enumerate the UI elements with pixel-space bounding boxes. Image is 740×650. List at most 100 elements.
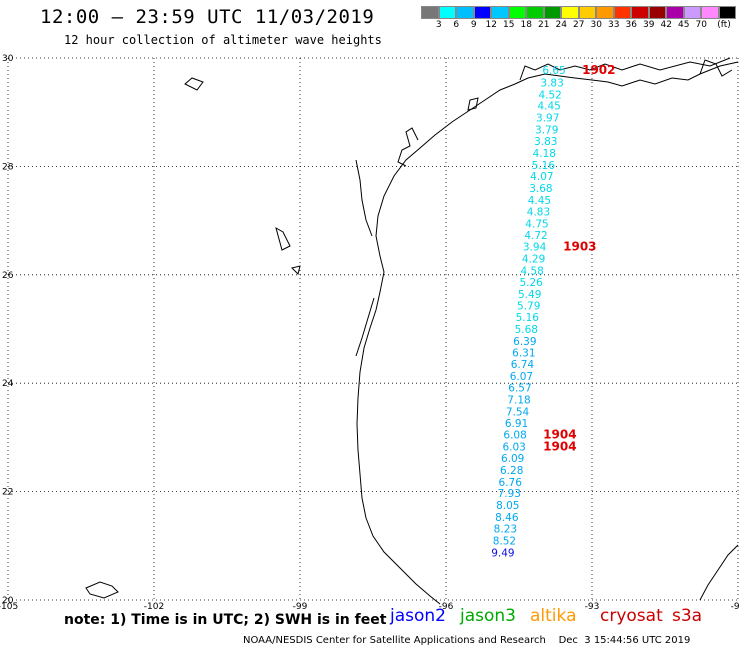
lake-inland-2 [275,226,291,251]
legend-label: 3 [435,20,442,30]
time-label: 1903 [563,240,596,254]
lon-tick-label: -105 [0,602,18,612]
legend-label: 45 [678,20,690,30]
wave-height-value: 8.05 [496,500,519,512]
legend-swatch [596,6,614,19]
credit-line: NOAA/NESDIS Center for Satellite Applica… [243,635,691,646]
lon-tick-label: -99 [293,602,308,612]
legend-label: 70 [695,20,707,30]
legend-label: 39 [643,20,655,30]
legend-label: 18 [520,20,532,30]
wave-height-value: 4.58 [520,265,543,277]
footer-note: note: 1) Time is in UTC; 2) SWH is in fe… [64,612,387,628]
lat-tick-label: 28 [2,162,14,172]
color-scale-labels: 3 6 9 12 15 18 21 24 27 30 33 36 39 42 45 70 (ft) [421,19,736,33]
satellite-name: altika [530,606,577,626]
satellite-name: jason3 [460,606,516,626]
laguna-madre-inner [355,297,375,357]
lon-tick-label: -96 [439,602,454,612]
wave-height-value: 4.72 [524,230,547,242]
wave-height-value: 5.79 [517,301,540,313]
coastline [85,57,739,605]
wave-height-value: 4.29 [522,254,545,266]
legend-swatch [648,6,666,19]
lon-tick-label: -90 [731,602,740,612]
legend-label: 33 [608,20,620,30]
wave-height-value: 6.09 [501,453,524,465]
legend-label: 6 [453,20,460,30]
wave-height-value: 3.94 [523,242,547,254]
wave-height-value: 6.65 [542,65,565,77]
wave-height-value: 7.54 [506,406,530,418]
wave-height-value: 6.91 [505,418,528,430]
wave-height-value: 4.07 [530,171,553,183]
wave-height-value: 4.45 [537,101,560,113]
legend-swatch [631,6,649,19]
legend-label: 21 [538,20,550,30]
satellite-name: jason2 [390,606,446,626]
gulf-coastline [356,61,739,605]
legend-label: 24 [555,20,567,30]
wave-height-value: 6.28 [500,465,523,477]
legend-swatch [473,6,491,19]
legend-swatch [718,6,736,19]
legend-label: 36 [625,20,637,30]
lat-tick-label: 30 [2,54,14,64]
legend-unit: (ft) [717,20,731,30]
wave-height-value: 5.68 [515,324,538,336]
wave-height-value: 8.52 [493,535,516,547]
yucatan-coast [699,544,739,601]
legend-swatch [508,6,526,19]
wave-height-value: 5.49 [518,289,541,301]
wave-height-value: 3.97 [536,113,559,125]
lon-tick-label: -102 [144,602,164,612]
wave-height-value: 4.52 [538,89,561,101]
wave-height-value: 4.45 [528,195,551,207]
wave-height-value: 6.31 [512,347,535,359]
lat-lon-grid [7,57,739,601]
lat-tick-label: 22 [2,488,13,498]
legend-swatch [526,6,544,19]
wave-height-value: 6.07 [510,371,533,383]
lat-tick-label: 20 [2,596,14,606]
time-label: 1902 [582,63,615,77]
legend-label: 12 [485,20,497,30]
wave-height-track: 6.653.834.524.453.973.793.834.185.164.07… [491,65,565,559]
legend-label: 9 [470,20,477,30]
lake-inland-1 [184,77,204,91]
axis-tick-labels: -105 -102 -99 -96 -93 -90 30 28 26 24 22 20 [0,54,740,612]
mississippi-delta [699,59,733,77]
legend-swatch [561,6,579,19]
legend-swatch [543,6,561,19]
wave-height-value: 7.93 [498,488,521,500]
satellite-name: cryosat [600,606,663,626]
legend-swatch [491,6,509,19]
lat-tick-label: 24 [2,379,14,389]
island-cuba-like [85,581,119,599]
wave-height-value: 9.49 [491,547,514,559]
wave-height-value: 5.16 [516,312,540,324]
time-label: 1904 [543,440,576,454]
legend-swatch [613,6,631,19]
wave-height-value: 6.57 [508,383,531,395]
legend-label: 42 [660,20,672,30]
wave-height-value: 7.18 [507,394,530,406]
map-title: 12:00 — 23:59 UTC 11/03/2019 [40,6,375,28]
wave-height-value: 3.68 [529,183,552,195]
lake-inland-3 [291,265,301,275]
wave-height-value: 6.03 [502,442,525,454]
wave-height-value: 5.16 [532,160,556,172]
legend-swatch [683,6,701,19]
wave-height-value: 3.83 [540,77,563,89]
legend-swatch [578,6,596,19]
wave-height-value: 3.83 [534,136,557,148]
color-scale-legend: 3 6 9 12 15 18 21 24 27 30 33 36 39 42 45 70 (ft) [421,6,736,33]
wave-height-value: 6.74 [511,359,535,371]
wave-height-value: 4.83 [527,206,550,218]
legend-swatch [701,6,719,19]
map-subtitle: 12 hour collection of altimeter wave hei… [64,33,382,47]
satellite-name: s3a [672,606,703,626]
wave-height-value: 6.76 [499,477,523,489]
